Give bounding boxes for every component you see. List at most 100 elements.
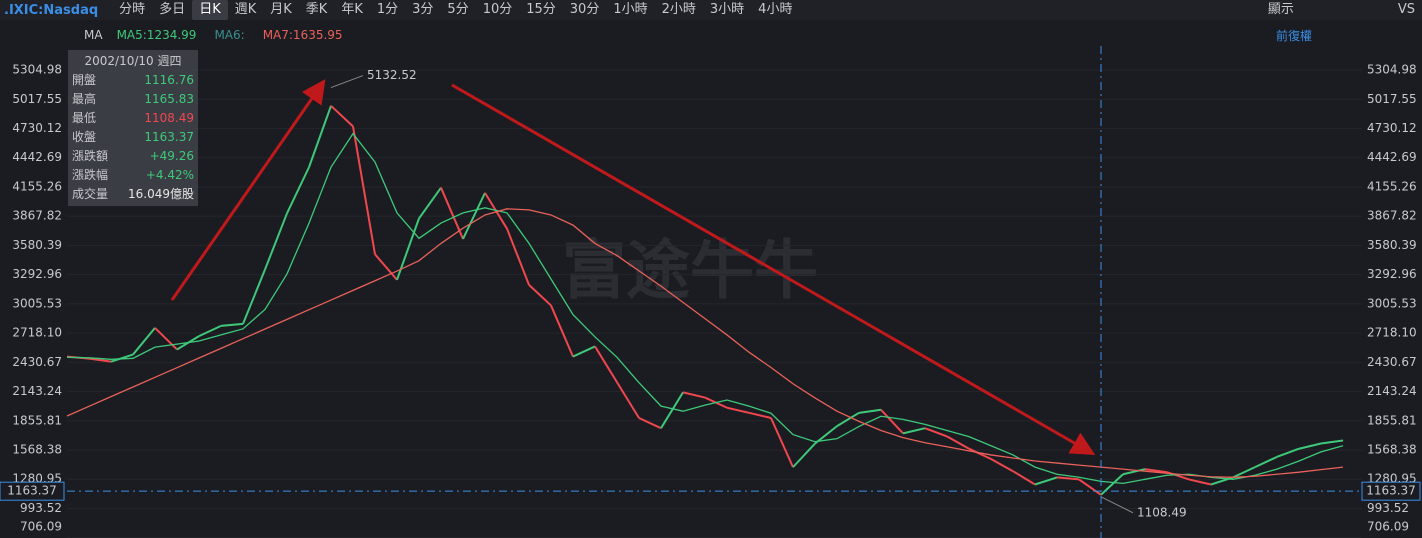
price-segment: [748, 411, 772, 419]
period-tab[interactable]: 3小時: [709, 2, 745, 17]
y-tick-label: 3005.53: [1367, 296, 1417, 310]
price-segment: [726, 406, 750, 414]
tooltip-date: 2002/10/10 週四: [84, 54, 182, 68]
period-tab[interactable]: 年K: [341, 2, 363, 17]
tooltip-row: 最低 1108.49: [72, 109, 194, 128]
tooltip-label: 最高: [72, 92, 97, 106]
price-segment: [1122, 468, 1146, 476]
adjust-select[interactable]: 前復權: [1275, 28, 1312, 43]
period-tab[interactable]: 1小時: [613, 2, 648, 17]
period-tab[interactable]: 1分: [376, 2, 399, 17]
price-segment: [946, 435, 970, 450]
tooltip-value: 1108.49: [144, 111, 194, 125]
low-label: 1108.49: [1137, 505, 1187, 519]
cursor-price-box: [0, 481, 65, 501]
period-tab[interactable]: 2小時: [661, 2, 696, 17]
period-tab[interactable]: 5分: [447, 2, 469, 17]
y-tick-label: 3005.53: [12, 296, 62, 310]
price-segment: [594, 345, 618, 383]
period-tab[interactable]: 月K: [270, 2, 292, 17]
y-tick-label: 2430.67: [12, 355, 62, 369]
y-tick-label: 993.52: [1367, 501, 1409, 515]
display-menu[interactable]: 顯示: [1267, 2, 1294, 17]
y-tick-label: 4155.26: [1367, 179, 1417, 193]
period-tab[interactable]: 日K: [192, 0, 228, 20]
indicator-select[interactable]: MA: [84, 28, 103, 42]
price-segment: [792, 442, 816, 468]
period-toolbar: .IXIC:Nasdaq 分時 多日 日K 週K 月K 季K 年K 1分 3分 5分 10分 15分 3…: [0, 0, 1422, 20]
price-segment: [88, 357, 112, 363]
y-tick-label: 4155.26: [12, 179, 62, 193]
period-tab[interactable]: 30分: [569, 2, 600, 17]
period-tab[interactable]: 季K: [305, 2, 328, 17]
price-segment: [1188, 478, 1212, 486]
y-tick-label: 2143.24: [1367, 384, 1417, 398]
price-segment: [572, 345, 596, 358]
period-tab[interactable]: 3分: [412, 2, 434, 17]
symbol[interactable]: .IXIC:Nasdaq: [4, 2, 99, 18]
price-segment: [528, 284, 552, 307]
price-segment: [616, 381, 640, 419]
price-segment: [902, 427, 926, 435]
ma-legends: MA5:1234.99 MA6: MA7:1635.95: [117, 28, 343, 42]
y-tick-label: 2718.10: [1367, 326, 1417, 340]
tooltip-value: +49.26: [149, 149, 194, 163]
price-segment: [1254, 455, 1278, 469]
tooltip-value: 1163.37: [144, 130, 194, 144]
period-tab[interactable]: 15分: [526, 2, 556, 17]
price-segment: [286, 166, 310, 214]
ma-line: [66, 208, 1344, 478]
price-segment: [1276, 447, 1300, 458]
high-leader: [330, 75, 364, 89]
cursor-price-box: [1361, 481, 1421, 501]
tooltip: 2002/10/10 週四 開盤 1116.76 最高 1165.83 最低 1108.4…: [68, 50, 198, 206]
price-segment: [880, 409, 904, 435]
price-segment: [242, 269, 266, 325]
cursor-price: 1163.37: [7, 484, 57, 498]
price-segment: [836, 411, 860, 427]
price-segment: [638, 417, 662, 430]
y-tick-label: 706.09: [20, 520, 62, 534]
tooltip-row: 最高 1165.83: [72, 90, 194, 109]
price-segment: [154, 327, 178, 351]
ma-legend[interactable]: MA6:: [214, 28, 245, 42]
y-tick-label: 993.52: [20, 501, 62, 515]
price-segment: [1012, 470, 1036, 486]
price-segment: [858, 408, 882, 414]
tooltip-value: 1116.76: [144, 73, 194, 87]
tooltip-label: 漲跌額: [72, 149, 109, 163]
y-tick-label: 5304.98: [12, 63, 62, 77]
tooltip-label: 最低: [72, 111, 97, 125]
tooltip-value: +4.42%: [145, 168, 194, 182]
indicator-bar: MA MA5:1234.99 MA6: MA7:1635.95 前復權: [0, 24, 1422, 46]
price-segment: [418, 187, 442, 219]
vs-button[interactable]: VS: [1397, 2, 1415, 17]
trend-arrow: [451, 83, 1096, 455]
price-segment: [682, 391, 706, 399]
y-tick-label: 5304.98: [1367, 63, 1417, 77]
low-leader: [1100, 496, 1134, 514]
price-segment: [462, 192, 486, 240]
period-tab[interactable]: 10分: [482, 2, 513, 17]
period-tab[interactable]: 多日: [159, 2, 186, 17]
period-tab[interactable]: 分時: [119, 2, 146, 17]
y-tick-label: 706.09: [1367, 520, 1409, 534]
y-tick-label: 1855.81: [12, 413, 62, 427]
price-segment: [1100, 473, 1124, 496]
price-segment: [1144, 468, 1168, 474]
price-segment: [506, 228, 530, 286]
tooltip-row: 開盤 1116.76: [72, 71, 194, 90]
ma-legend[interactable]: MA7:1635.95: [262, 28, 343, 42]
tooltip-value: 1165.83: [144, 92, 194, 106]
price-segment: [440, 187, 464, 240]
price-segment: [374, 253, 398, 281]
tooltip-label: 開盤: [72, 73, 97, 87]
price-segment: [352, 126, 376, 255]
tooltip-value: 16.049億股: [128, 187, 194, 201]
ma-legend[interactable]: MA5:1234.99: [116, 28, 197, 42]
period-tab[interactable]: 4小時: [758, 2, 793, 17]
price-segment: [264, 212, 288, 270]
period-tab[interactable]: 週K: [234, 2, 257, 17]
